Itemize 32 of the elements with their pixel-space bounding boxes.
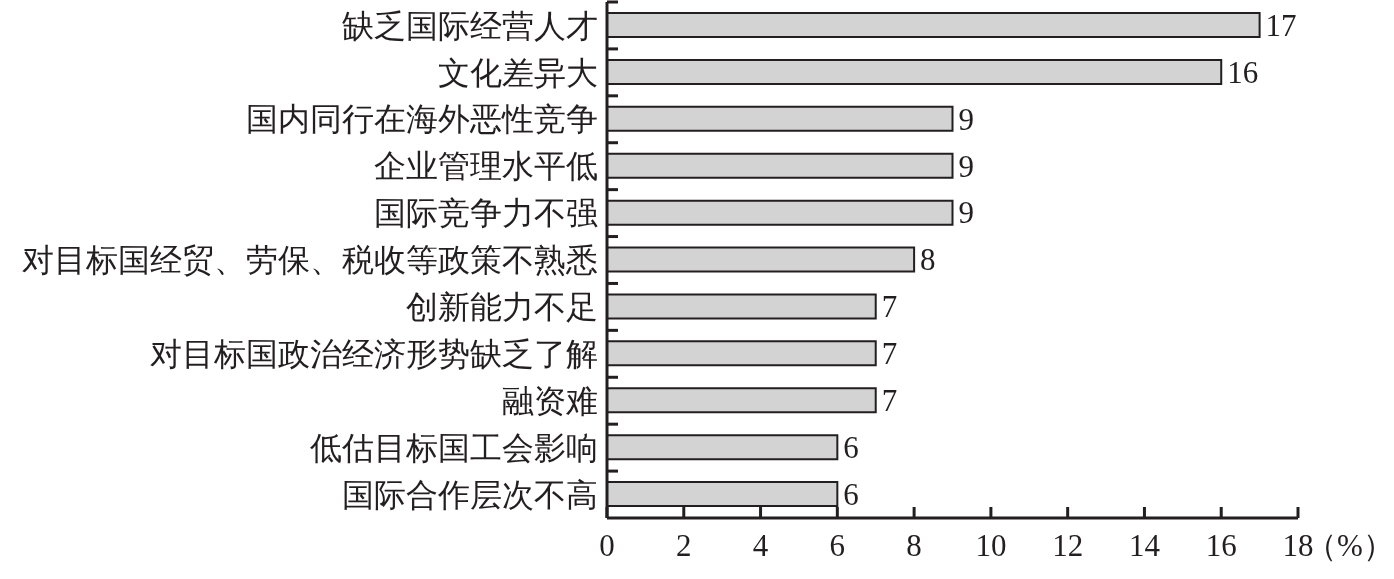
data-label: 9 <box>958 195 974 231</box>
data-label: 9 <box>958 101 974 137</box>
data-label: 7 <box>881 289 898 325</box>
y-tick-label: 国际竞争力不强 <box>374 195 598 232</box>
x-tick-label: 0 <box>599 528 615 563</box>
data-label: 7 <box>881 336 898 372</box>
x-tick-label: 16 <box>1205 528 1237 563</box>
x-tick-label: 14 <box>1128 528 1161 563</box>
y-tick-label: 低估目标国工会影响 <box>310 429 598 466</box>
y-tick-label: 文化差异大 <box>438 54 598 91</box>
data-label: 17 <box>1265 7 1297 43</box>
y-tick-label: 企业管理水平低 <box>374 148 598 185</box>
y-tick-label: 对目标国经贸、劳保、税收等政策不熟悉 <box>22 242 598 279</box>
y-tick-label: 融资难 <box>502 382 598 419</box>
data-label: 6 <box>843 430 859 466</box>
data-label: 6 <box>843 476 859 512</box>
x-tick-label: 8 <box>906 528 922 563</box>
data-label: 7 <box>881 383 898 419</box>
y-tick-label: 创新能力不足 <box>406 289 598 326</box>
x-tick-label: 18 <box>1282 528 1314 563</box>
y-tick-label: 缺乏国际经营人才 <box>342 7 598 44</box>
y-tick-label: 国际合作层次不高 <box>342 476 598 513</box>
y-tick-label: 国内同行在海外恶性竞争 <box>246 101 598 138</box>
x-tick-label: 6 <box>829 528 846 563</box>
x-tick-label: 10 <box>975 528 1007 563</box>
data-label: 9 <box>958 148 974 184</box>
data-label: 8 <box>920 242 936 278</box>
x-tick-label: 2 <box>676 528 692 563</box>
x-tick-label: 4 <box>752 528 769 563</box>
x-tick-label: 12 <box>1052 528 1084 563</box>
y-tick-label: 对目标国政治经济形势缺乏了解 <box>150 336 598 373</box>
data-label: 16 <box>1227 54 1259 90</box>
